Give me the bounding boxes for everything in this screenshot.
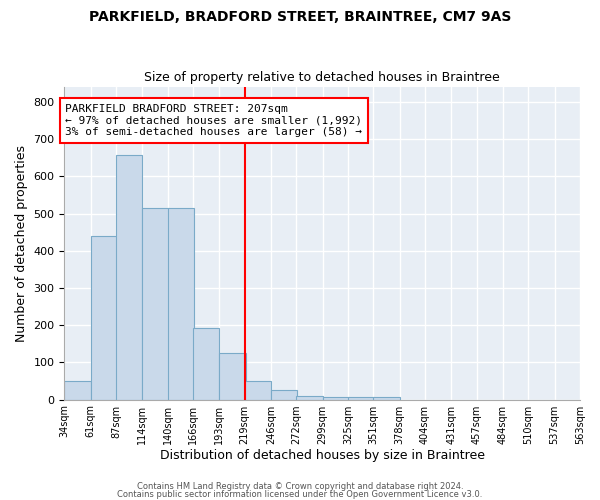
Title: Size of property relative to detached houses in Braintree: Size of property relative to detached ho… xyxy=(145,72,500,85)
Bar xyxy=(64,381,91,400)
Bar xyxy=(168,208,194,400)
Bar xyxy=(373,396,400,400)
Bar xyxy=(271,390,298,400)
X-axis label: Distribution of detached houses by size in Braintree: Distribution of detached houses by size … xyxy=(160,450,485,462)
Bar xyxy=(296,396,323,400)
Bar xyxy=(193,328,220,400)
Bar xyxy=(348,396,374,400)
Bar xyxy=(323,396,349,400)
Text: Contains HM Land Registry data © Crown copyright and database right 2024.: Contains HM Land Registry data © Crown c… xyxy=(137,482,463,491)
Text: PARKFIELD, BRADFORD STREET, BRAINTREE, CM7 9AS: PARKFIELD, BRADFORD STREET, BRAINTREE, C… xyxy=(89,10,511,24)
Text: PARKFIELD BRADFORD STREET: 207sqm
← 97% of detached houses are smaller (1,992)
3: PARKFIELD BRADFORD STREET: 207sqm ← 97% … xyxy=(65,104,362,137)
Bar xyxy=(245,381,271,400)
Bar xyxy=(220,353,245,400)
Y-axis label: Number of detached properties: Number of detached properties xyxy=(15,145,28,342)
Bar xyxy=(91,236,117,400)
Text: Contains public sector information licensed under the Open Government Licence v3: Contains public sector information licen… xyxy=(118,490,482,499)
Bar xyxy=(116,155,142,400)
Bar xyxy=(142,208,169,400)
